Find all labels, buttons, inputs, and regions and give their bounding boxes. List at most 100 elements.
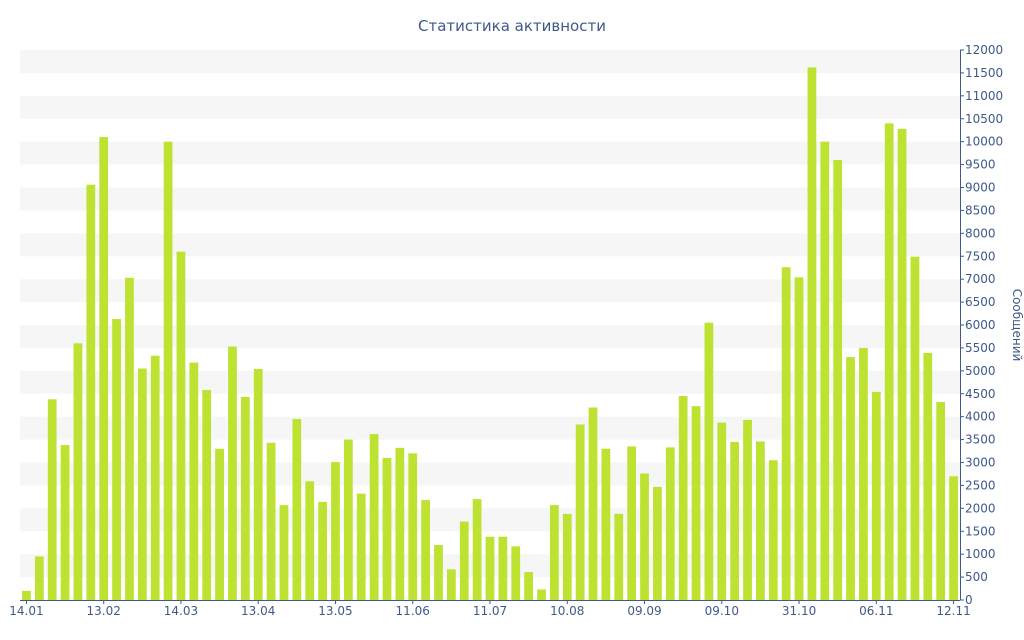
y-tick-label: 7500 <box>965 249 996 263</box>
grid-band <box>20 416 960 440</box>
bar[interactable] <box>859 347 868 600</box>
bar[interactable] <box>794 277 804 600</box>
bar[interactable] <box>949 476 958 600</box>
bar[interactable] <box>472 499 482 600</box>
bar[interactable] <box>820 141 830 600</box>
y-tick-label: 12000 <box>965 43 1003 57</box>
bar[interactable] <box>331 462 340 600</box>
bar[interactable] <box>446 569 456 600</box>
bar[interactable] <box>421 500 430 600</box>
bar[interactable] <box>125 277 134 600</box>
bar[interactable] <box>150 355 160 600</box>
bar[interactable] <box>601 448 611 600</box>
bar[interactable] <box>86 184 96 600</box>
x-tick-label: 14.03 <box>164 604 198 618</box>
bar[interactable] <box>343 439 353 600</box>
bar[interactable] <box>485 536 495 600</box>
grid-band <box>20 279 960 303</box>
y-tick-label: 4500 <box>965 387 996 401</box>
bar[interactable] <box>137 368 147 600</box>
bar[interactable] <box>266 442 276 600</box>
bar[interactable] <box>756 441 765 600</box>
bar[interactable] <box>923 352 933 600</box>
bar[interactable] <box>524 572 534 600</box>
bar[interactable] <box>99 137 109 601</box>
y-tick-label: 9000 <box>965 181 996 195</box>
bar[interactable] <box>627 446 637 600</box>
bar[interactable] <box>562 513 572 600</box>
bar[interactable] <box>640 473 649 601</box>
bar[interactable] <box>936 402 946 600</box>
bars-group <box>22 67 958 601</box>
grid-band <box>20 370 960 394</box>
bar[interactable] <box>498 536 508 600</box>
grid-band <box>20 325 960 348</box>
bar[interactable] <box>112 319 121 600</box>
bar[interactable] <box>292 418 302 600</box>
bar[interactable] <box>730 441 740 600</box>
y-tick-label: 11500 <box>965 66 1003 80</box>
bar[interactable] <box>691 406 701 600</box>
bar[interactable] <box>318 501 327 600</box>
bar[interactable] <box>575 424 585 600</box>
bar[interactable] <box>459 521 469 600</box>
grid-band <box>20 508 960 532</box>
bar[interactable] <box>743 419 752 600</box>
bar[interactable] <box>34 556 44 600</box>
bar[interactable] <box>356 493 366 600</box>
bar[interactable] <box>202 390 212 600</box>
bar[interactable] <box>550 505 559 600</box>
x-tick-label: 06.11 <box>859 604 893 618</box>
bar[interactable] <box>176 251 186 600</box>
y-tick-label: 1000 <box>965 547 996 561</box>
bar[interactable] <box>768 460 778 600</box>
grid-band <box>20 187 960 211</box>
bar[interactable] <box>846 357 855 600</box>
bar[interactable] <box>215 448 224 600</box>
bar[interactable] <box>382 457 392 600</box>
bar[interactable] <box>228 346 237 600</box>
y-tick-labels: 0 500 1000 1500 2000 2500 3000 3500 4000 4500 5000… <box>960 43 1003 607</box>
y-tick-label: 9500 <box>965 158 996 172</box>
bar[interactable] <box>704 322 714 600</box>
bar[interactable] <box>653 486 662 600</box>
y-tick-label: 3500 <box>965 433 996 447</box>
bar[interactable] <box>395 447 405 600</box>
bar[interactable] <box>253 369 263 600</box>
bar[interactable] <box>678 396 688 600</box>
bar[interactable] <box>884 123 894 600</box>
bar[interactable] <box>279 505 289 600</box>
bar[interactable] <box>807 67 817 600</box>
bar[interactable] <box>163 141 173 600</box>
bar[interactable] <box>22 590 31 600</box>
bar[interactable] <box>833 160 843 600</box>
bar[interactable] <box>47 399 57 600</box>
x-tick-label: 11.06 <box>396 604 430 618</box>
bar[interactable] <box>781 267 791 600</box>
bar[interactable] <box>910 256 920 600</box>
bar[interactable] <box>717 422 727 600</box>
bar[interactable] <box>60 445 70 600</box>
bar[interactable] <box>189 362 199 600</box>
bar[interactable] <box>240 396 250 600</box>
bar[interactable] <box>73 343 83 600</box>
x-tick-label: 14.01 <box>9 604 43 618</box>
y-tick-label: 6000 <box>965 318 996 332</box>
x-tick-label: 31.10 <box>782 604 816 618</box>
y-tick-label: 1500 <box>965 524 996 538</box>
bar[interactable] <box>369 434 379 600</box>
bar[interactable] <box>588 407 598 601</box>
bar[interactable] <box>305 481 315 600</box>
bar[interactable] <box>511 546 521 600</box>
bar[interactable] <box>871 391 881 600</box>
bar[interactable] <box>408 453 418 600</box>
bar[interactable] <box>434 545 443 600</box>
bar[interactable] <box>614 513 624 600</box>
bar[interactable] <box>897 128 907 601</box>
bar[interactable] <box>665 447 675 600</box>
y-tick-label: 500 <box>965 570 988 584</box>
x-tick-label: 09.10 <box>705 604 739 618</box>
bar[interactable] <box>537 589 546 600</box>
